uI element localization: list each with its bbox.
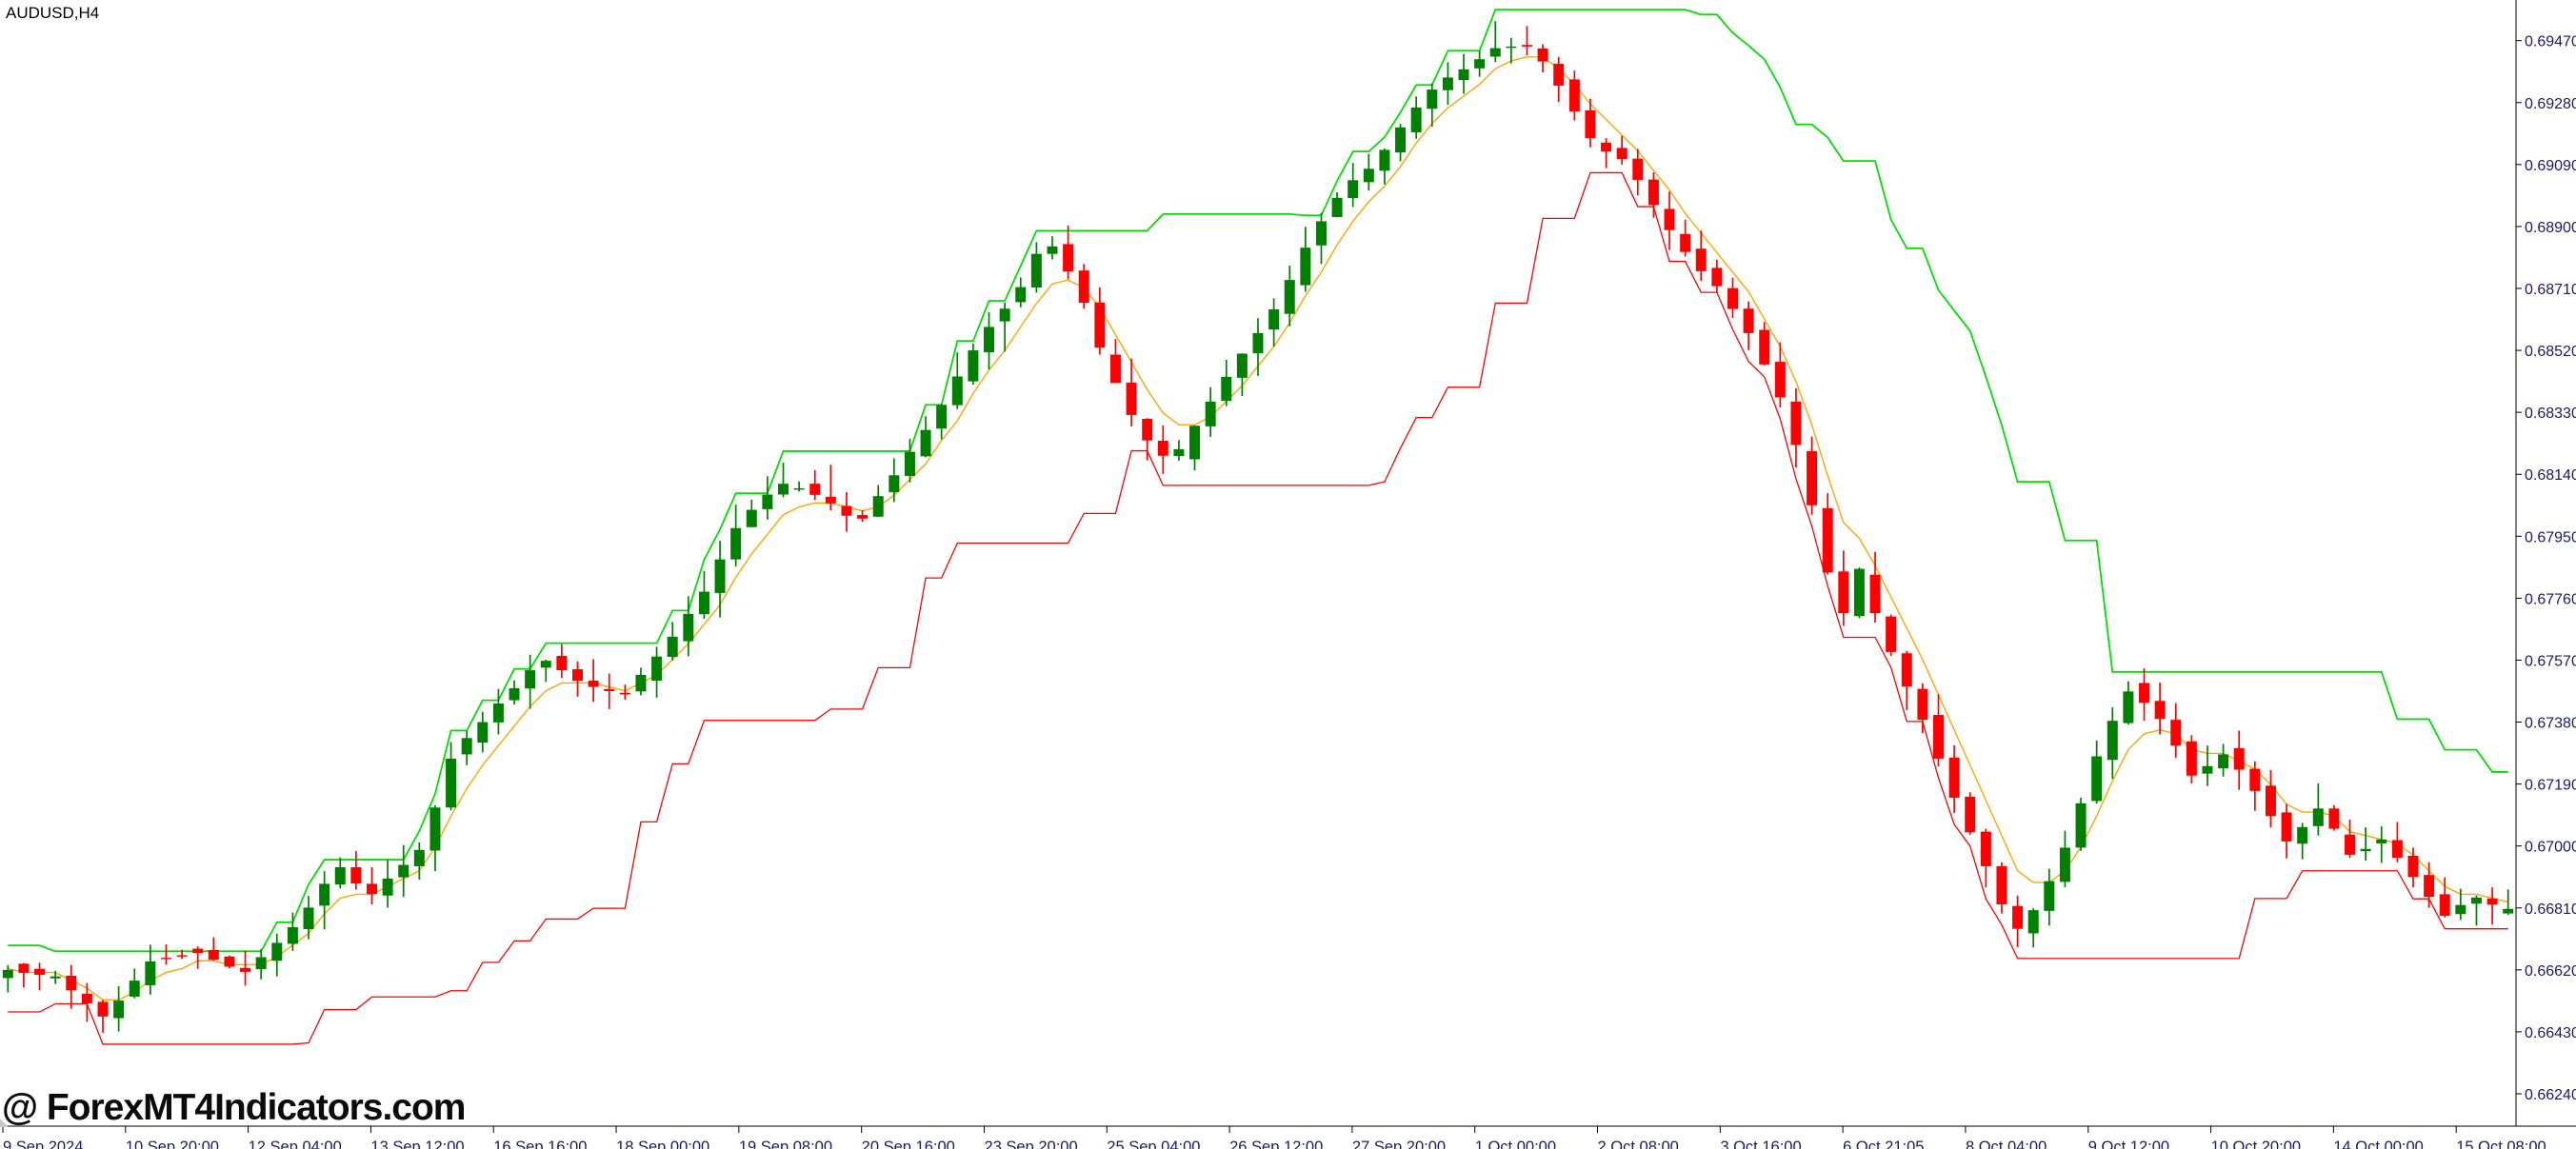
- svg-text:1 Oct 00:00: 1 Oct 00:00: [1475, 1139, 1556, 1149]
- svg-text:0.67190: 0.67190: [2525, 778, 2576, 794]
- svg-text:8 Oct 04:00: 8 Oct 04:00: [1966, 1139, 2047, 1149]
- svg-text:0.68520: 0.68520: [2525, 344, 2576, 360]
- svg-text:10 Sep 20:00: 10 Sep 20:00: [126, 1139, 219, 1149]
- svg-text:0.67000: 0.67000: [2525, 840, 2576, 856]
- svg-text:20 Sep 16:00: 20 Sep 16:00: [862, 1139, 955, 1149]
- svg-text:2 Oct 08:00: 2 Oct 08:00: [1598, 1139, 1679, 1149]
- svg-text:16 Sep 16:00: 16 Sep 16:00: [493, 1139, 587, 1149]
- svg-text:9 Sep 2024: 9 Sep 2024: [3, 1139, 83, 1149]
- svg-text:0.67760: 0.67760: [2525, 591, 2576, 607]
- svg-text:18 Sep 00:00: 18 Sep 00:00: [616, 1139, 709, 1149]
- svg-text:26 Sep 12:00: 26 Sep 12:00: [1229, 1139, 1323, 1149]
- svg-text:15 Oct 08:00: 15 Oct 08:00: [2456, 1139, 2546, 1149]
- svg-text:9 Oct 12:00: 9 Oct 12:00: [2088, 1139, 2169, 1149]
- svg-text:0.69470: 0.69470: [2525, 34, 2576, 50]
- svg-text:0.66240: 0.66240: [2525, 1087, 2576, 1103]
- svg-text:14 Oct 00:00: 14 Oct 00:00: [2333, 1139, 2423, 1149]
- svg-text:10 Oct 20:00: 10 Oct 20:00: [2211, 1139, 2301, 1149]
- svg-text:3 Oct 16:00: 3 Oct 16:00: [1720, 1139, 1801, 1149]
- svg-text:0.67380: 0.67380: [2525, 716, 2576, 732]
- svg-text:0.66620: 0.66620: [2525, 963, 2576, 980]
- svg-text:0.67570: 0.67570: [2525, 653, 2576, 669]
- svg-text:25 Sep 04:00: 25 Sep 04:00: [1107, 1139, 1200, 1149]
- svg-text:12 Sep 04:00: 12 Sep 04:00: [249, 1139, 342, 1149]
- svg-text:23 Sep 20:00: 23 Sep 20:00: [984, 1139, 1077, 1149]
- svg-text:0.68900: 0.68900: [2525, 220, 2576, 236]
- svg-text:6 Oct 21:05: 6 Oct 21:05: [1843, 1139, 1924, 1149]
- svg-text:0.67950: 0.67950: [2525, 529, 2576, 545]
- svg-text:0.69090: 0.69090: [2525, 158, 2576, 174]
- svg-text:0.66430: 0.66430: [2525, 1025, 2576, 1041]
- svg-text:13 Sep 12:00: 13 Sep 12:00: [370, 1139, 464, 1149]
- svg-text:0.69280: 0.69280: [2525, 96, 2576, 112]
- svg-text:0.66810: 0.66810: [2525, 901, 2576, 918]
- svg-text:27 Sep 20:00: 27 Sep 20:00: [1352, 1139, 1446, 1149]
- svg-text:0.68140: 0.68140: [2525, 467, 2576, 484]
- svg-text:0.68710: 0.68710: [2525, 282, 2576, 298]
- svg-text:0.68330: 0.68330: [2525, 406, 2576, 422]
- svg-text:19 Sep 08:00: 19 Sep 08:00: [739, 1139, 832, 1149]
